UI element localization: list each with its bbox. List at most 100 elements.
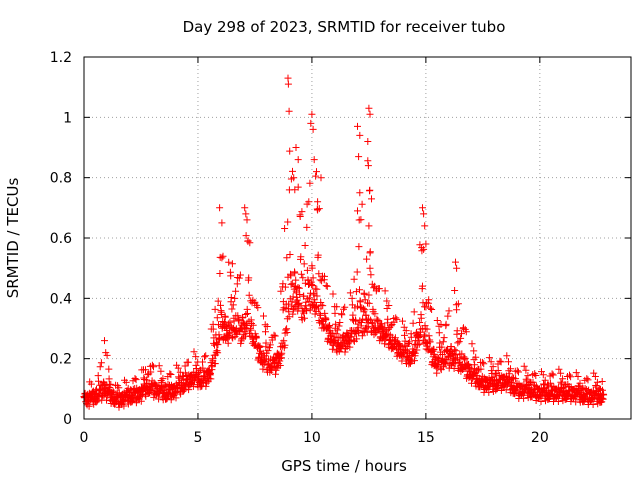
- data-point: [306, 179, 314, 187]
- data-point: [199, 358, 206, 366]
- data-point: [357, 303, 365, 311]
- data-point: [513, 367, 521, 375]
- data-point: [421, 222, 429, 230]
- data-point: [436, 339, 444, 347]
- data-point: [309, 274, 317, 282]
- data-point: [164, 380, 172, 388]
- data-point: [321, 272, 328, 280]
- data-point: [416, 241, 424, 249]
- data-point: [356, 286, 363, 294]
- data-point: [308, 110, 316, 118]
- data-point: [505, 358, 512, 366]
- data-point: [405, 338, 413, 346]
- data-point: [401, 331, 408, 339]
- data-point: [559, 375, 567, 383]
- data-point: [294, 284, 302, 291]
- data-point: [317, 311, 324, 319]
- y-tick-label: 0: [63, 412, 72, 428]
- data-point: [207, 375, 215, 383]
- data-point: [507, 365, 514, 373]
- data-point: [303, 223, 311, 231]
- data-point: [260, 312, 267, 320]
- data-point: [264, 347, 272, 355]
- x-tick-label: 10: [303, 430, 321, 446]
- data-point: [296, 291, 304, 298]
- data-point: [271, 332, 279, 340]
- data-point: [422, 339, 430, 347]
- data-point: [328, 345, 336, 353]
- data-point: [354, 302, 361, 310]
- data-point: [392, 314, 400, 322]
- data-point: [512, 375, 520, 383]
- data-point: [254, 304, 262, 312]
- data-point: [420, 210, 428, 218]
- data-point: [247, 326, 255, 334]
- data-point: [352, 288, 360, 296]
- data-point: [356, 131, 364, 139]
- data-point: [374, 316, 382, 324]
- data-point: [477, 365, 485, 373]
- data-point: [301, 242, 309, 249]
- data-point: [289, 310, 297, 318]
- data-point: [324, 323, 332, 331]
- data-point: [433, 317, 441, 324]
- data-point: [245, 291, 253, 299]
- data-point: [356, 189, 364, 197]
- data-point: [423, 325, 431, 333]
- data-point: [299, 274, 307, 282]
- data-point: [314, 251, 322, 259]
- data-point: [105, 365, 113, 373]
- data-point: [323, 282, 331, 290]
- data-point: [189, 382, 197, 390]
- data-point: [451, 287, 459, 294]
- data-point: [132, 376, 140, 384]
- data-point: [184, 358, 192, 366]
- data-point: [244, 310, 251, 317]
- data-point: [425, 296, 433, 304]
- data-point: [567, 373, 575, 381]
- data-point: [107, 380, 115, 388]
- data-point: [572, 369, 580, 377]
- data-point: [332, 320, 340, 328]
- data-point: [313, 168, 320, 176]
- data-point: [122, 378, 130, 386]
- data-point: [306, 306, 314, 314]
- data-point: [294, 156, 302, 164]
- data-point: [292, 276, 300, 284]
- data-point: [228, 305, 236, 313]
- data-point: [455, 338, 463, 346]
- data-point: [599, 386, 606, 394]
- data-point: [284, 80, 292, 88]
- data-point: [409, 319, 417, 327]
- data-point: [311, 298, 319, 306]
- data-point: [147, 368, 155, 376]
- data-point: [305, 294, 313, 302]
- data-point: [214, 349, 222, 357]
- data-point: [405, 340, 412, 347]
- data-point: [277, 343, 285, 351]
- data-point: [365, 291, 373, 299]
- data-point: [101, 337, 108, 345]
- data-point: [315, 270, 323, 278]
- data-point: [470, 371, 477, 379]
- data-point: [190, 348, 198, 356]
- data-point: [338, 311, 346, 319]
- data-point: [419, 204, 426, 212]
- data-point: [366, 110, 374, 118]
- data-point: [142, 376, 150, 384]
- data-point: [231, 294, 239, 302]
- data-point: [192, 353, 200, 361]
- data-point: [387, 322, 395, 330]
- data-point: [447, 343, 455, 350]
- data-point: [365, 299, 373, 307]
- data-point: [227, 272, 235, 280]
- data-point: [259, 365, 267, 373]
- data-point: [313, 285, 321, 293]
- data-point: [384, 315, 392, 323]
- data-point: [301, 314, 308, 322]
- data-point: [155, 395, 163, 403]
- data-point: [331, 309, 339, 317]
- data-point: [262, 328, 269, 336]
- data-point: [548, 370, 556, 378]
- data-point: [354, 207, 361, 215]
